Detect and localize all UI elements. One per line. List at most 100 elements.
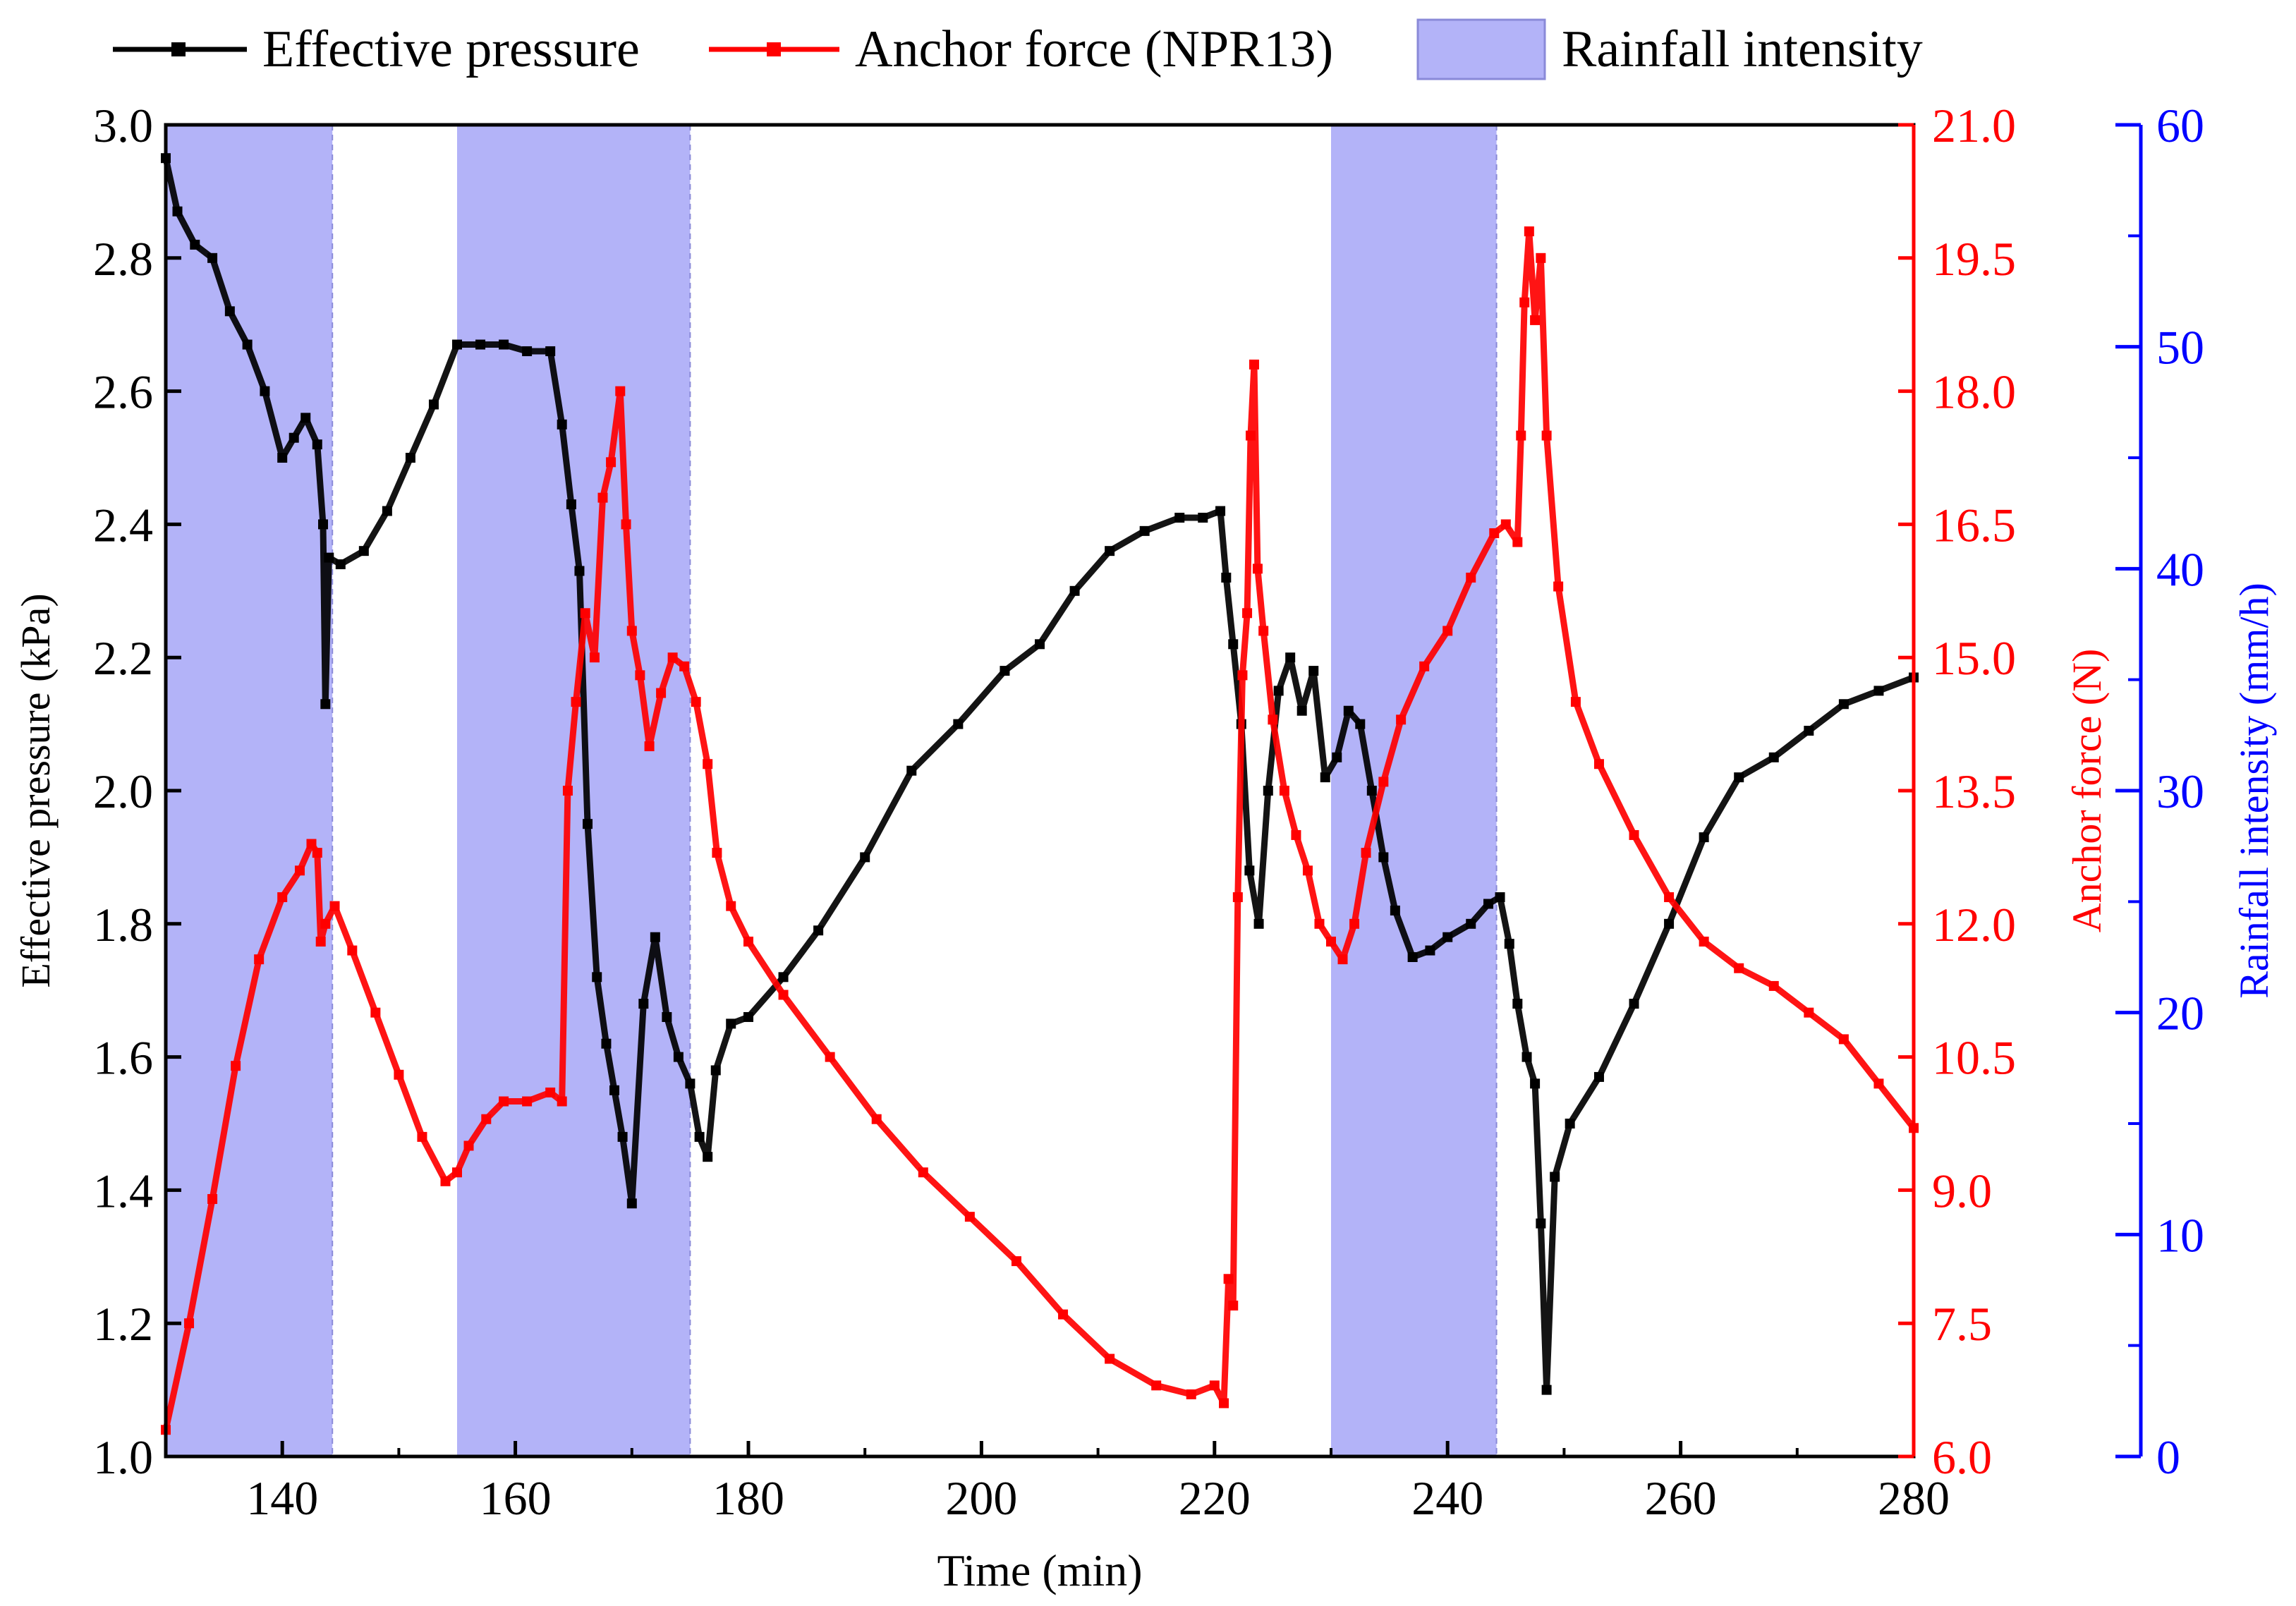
right-tick-label: 13.5 xyxy=(1932,765,2016,818)
left-axis: 1.0 1.2 1.4 1.6 1.8 2.0 2.2 2.4 2.6 2.8 3.0 xyxy=(93,99,181,1484)
series-effective-pressure-point xyxy=(1768,752,1779,762)
series-anchor-force-point xyxy=(644,741,655,752)
series-effective-pressure-point xyxy=(1263,786,1273,796)
series-anchor-force-point xyxy=(615,386,626,396)
series-anchor-force-point xyxy=(545,1087,556,1097)
series-effective-pressure-point xyxy=(358,546,369,556)
series-effective-pressure-point xyxy=(320,699,331,710)
series-effective-pressure-point xyxy=(685,1078,696,1089)
series-effective-pressure-point xyxy=(1699,832,1709,843)
series-effective-pressure-point xyxy=(1228,639,1239,650)
right-tick-label: 9.0 xyxy=(1932,1164,1992,1217)
series-effective-pressure-point xyxy=(1253,918,1264,929)
series-anchor-force-point xyxy=(1186,1389,1196,1399)
right-tick-label: 21.0 xyxy=(1932,99,2016,152)
series-effective-pressure-point xyxy=(1221,572,1232,583)
series-anchor-force-point xyxy=(656,688,667,698)
series-anchor-force-point xyxy=(1232,892,1243,903)
rainfall-band-1 xyxy=(166,125,333,1456)
series-effective-pressure-point xyxy=(324,552,334,563)
series-anchor-force-point xyxy=(1246,430,1256,441)
series-effective-pressure-point xyxy=(592,972,602,983)
series-anchor-force-point xyxy=(394,1069,404,1080)
series-anchor-force-point xyxy=(1838,1034,1849,1045)
series-anchor-force-point xyxy=(1553,581,1564,592)
series-effective-pressure-point xyxy=(1355,719,1366,729)
series-anchor-force-point xyxy=(1629,829,1639,840)
series-anchor-force-point xyxy=(1419,661,1430,671)
series-anchor-force-point xyxy=(871,1114,882,1124)
series-anchor-force-point xyxy=(312,848,322,858)
series-anchor-force-point xyxy=(254,954,265,965)
series-effective-pressure-point xyxy=(1000,666,1010,676)
series-anchor-force-point xyxy=(1536,253,1546,263)
series-effective-pressure-point xyxy=(1512,999,1523,1009)
left-tick-label: 1.8 xyxy=(93,898,153,951)
series-effective-pressure-point xyxy=(1466,918,1476,929)
series-effective-pressure-point xyxy=(1442,932,1453,942)
series-anchor-force-point xyxy=(1209,1380,1220,1391)
series-anchor-force-point xyxy=(1242,608,1253,619)
series-effective-pressure-point xyxy=(1105,546,1115,556)
series-effective-pressure-point xyxy=(557,419,567,430)
series-anchor-force-point xyxy=(667,652,678,663)
series-anchor-force-point xyxy=(315,936,326,947)
series-anchor-force-point xyxy=(277,892,288,903)
series-anchor-force-point xyxy=(1268,714,1278,725)
series-effective-pressure-point xyxy=(1332,752,1342,762)
series-anchor-force-point xyxy=(1314,918,1325,929)
series-effective-pressure-point xyxy=(626,1198,637,1209)
series-effective-pressure-point xyxy=(1174,512,1185,523)
series-anchor-force-point xyxy=(726,901,736,911)
series-effective-pressure-point xyxy=(1069,585,1080,596)
series-effective-pressure-point xyxy=(1244,865,1255,876)
series-effective-pressure-point xyxy=(1139,525,1150,536)
x-tick-label: 220 xyxy=(1179,1471,1251,1525)
series-effective-pressure-point xyxy=(522,346,533,356)
series-effective-pressure-point xyxy=(662,1011,672,1022)
series-effective-pressure-point xyxy=(312,439,322,450)
series-anchor-force-point xyxy=(370,1007,381,1018)
series-effective-pressure-point xyxy=(710,1065,721,1076)
series-effective-pressure-point xyxy=(1541,1385,1552,1395)
series-anchor-force-point xyxy=(589,652,600,663)
legend-effective-pressure-label: Effective pressure xyxy=(262,20,640,78)
series-anchor-force-point xyxy=(562,786,573,796)
series-anchor-force-point xyxy=(1768,980,1779,991)
series-anchor-force-point xyxy=(743,936,753,947)
x-tick-label: 240 xyxy=(1411,1471,1483,1525)
series-anchor-force-point xyxy=(1519,297,1530,308)
series-effective-pressure-point xyxy=(277,453,288,463)
series-anchor-force-point xyxy=(1302,865,1313,876)
series-effective-pressure-point xyxy=(452,339,462,350)
series-anchor-force-point xyxy=(1466,572,1476,583)
far-right-tick-label: 40 xyxy=(2156,542,2204,596)
series-anchor-force-point xyxy=(703,759,713,769)
rainfall-band-3 xyxy=(1331,125,1497,1456)
x-tick-label: 280 xyxy=(1878,1471,1950,1525)
left-tick-label: 1.4 xyxy=(93,1164,153,1217)
x-tick-label: 200 xyxy=(945,1471,1017,1525)
left-tick-label: 2.2 xyxy=(93,631,153,685)
far-right-tick-label: 50 xyxy=(2156,321,2204,375)
right-tick-label: 18.0 xyxy=(1932,365,2016,419)
series-effective-pressure-point xyxy=(1308,666,1319,676)
series-effective-pressure-point xyxy=(428,399,439,410)
series-anchor-force-point xyxy=(825,1052,835,1062)
series-anchor-force-point xyxy=(294,865,305,876)
series-anchor-force-point xyxy=(1291,829,1301,840)
left-tick-label: 2.4 xyxy=(93,498,153,552)
series-anchor-force-point xyxy=(691,697,701,707)
series-effective-pressure-point xyxy=(813,925,824,936)
series-anchor-force-point xyxy=(1570,697,1581,707)
series-anchor-force-point xyxy=(1058,1309,1069,1320)
right-tick-label: 7.5 xyxy=(1932,1297,1992,1351)
series-effective-pressure-point xyxy=(1035,639,1045,650)
legend-effective-pressure-marker xyxy=(171,42,186,56)
series-effective-pressure-point xyxy=(1734,772,1744,783)
left-tick-label: 2.6 xyxy=(93,365,153,419)
series-anchor-force-point xyxy=(1664,892,1675,903)
series-anchor-force-point xyxy=(1337,954,1348,965)
series-effective-pressure-point xyxy=(545,346,556,356)
series-anchor-force-point xyxy=(679,661,690,671)
